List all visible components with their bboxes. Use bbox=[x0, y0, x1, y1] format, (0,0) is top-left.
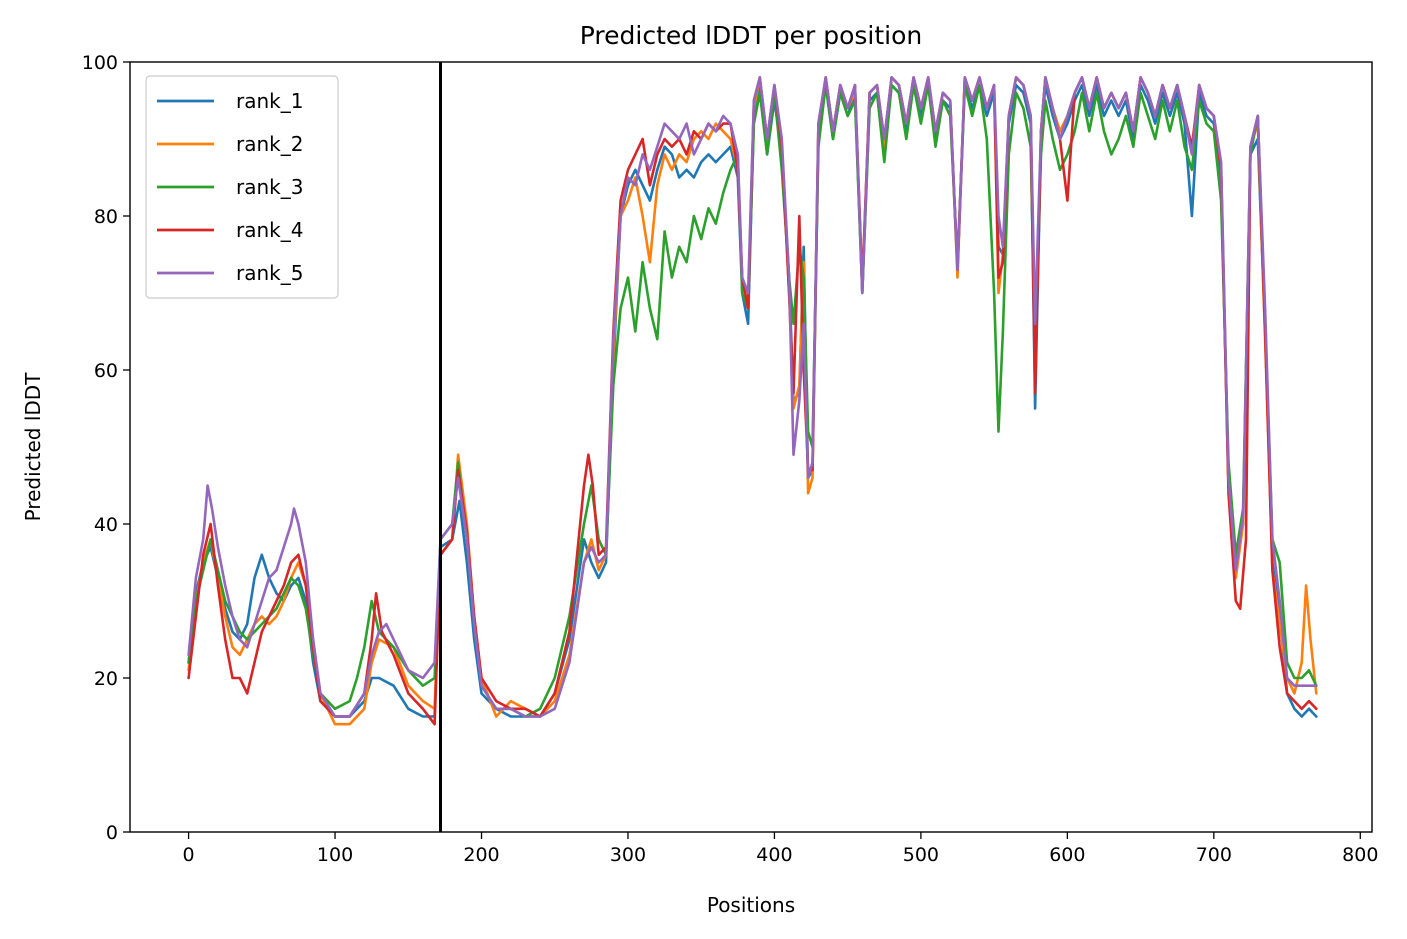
series-line-rank-5 bbox=[187, 76, 1318, 718]
plot-area bbox=[187, 62, 1318, 832]
legend: rank_1 rank_2 rank_3 rank_4 rank_5 bbox=[145, 75, 339, 299]
x-axis: 0 100 200 300 400 500 600 700 800 bbox=[183, 832, 1378, 866]
y-tick-label: 100 bbox=[82, 52, 118, 74]
x-tick-label: 0 bbox=[183, 844, 195, 866]
x-tick-label: 500 bbox=[903, 844, 939, 866]
x-tick-label: 100 bbox=[317, 844, 353, 866]
y-tick-label: 40 bbox=[94, 514, 118, 536]
y-tick-label: 80 bbox=[94, 206, 118, 228]
x-tick-label: 700 bbox=[1196, 844, 1232, 866]
y-axis-label: Predicted lDDT bbox=[21, 372, 45, 522]
legend-label-rank-2: rank_2 bbox=[236, 132, 303, 156]
x-tick-label: 200 bbox=[463, 844, 499, 866]
x-tick-label: 600 bbox=[1049, 844, 1085, 866]
legend-label-rank-3: rank_3 bbox=[236, 175, 303, 199]
y-tick-label: 60 bbox=[94, 360, 118, 382]
y-tick-label: 0 bbox=[106, 822, 118, 844]
legend-box bbox=[145, 75, 339, 299]
axes-frame bbox=[129, 61, 1373, 833]
legend-label-rank-5: rank_5 bbox=[236, 261, 303, 285]
y-tick-label: 20 bbox=[94, 668, 118, 690]
x-tick-label: 400 bbox=[756, 844, 792, 866]
chart-title: Predicted lDDT per position bbox=[580, 21, 922, 50]
legend-label-rank-4: rank_4 bbox=[236, 218, 303, 242]
x-tick-label: 800 bbox=[1342, 844, 1378, 866]
x-tick-label: 300 bbox=[610, 844, 646, 866]
legend-label-rank-1: rank_1 bbox=[236, 89, 303, 113]
x-axis-label: Positions bbox=[707, 893, 795, 917]
y-axis: 0 20 40 60 80 100 bbox=[82, 52, 130, 844]
